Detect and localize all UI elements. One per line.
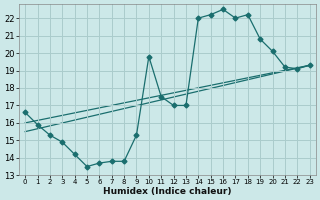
X-axis label: Humidex (Indice chaleur): Humidex (Indice chaleur) [103, 187, 232, 196]
